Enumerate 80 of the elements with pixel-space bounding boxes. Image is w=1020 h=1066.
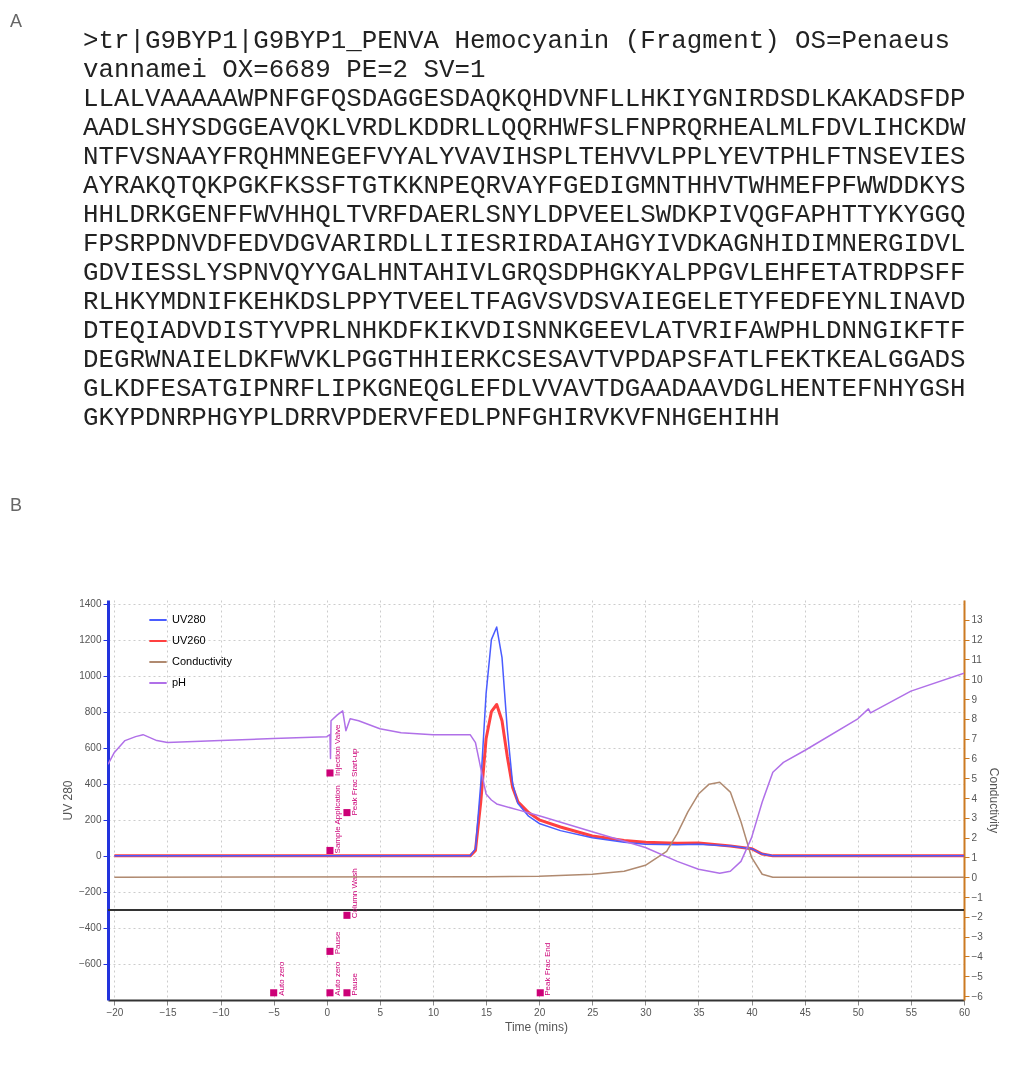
legend-label: pH — [172, 676, 187, 688]
x-tick-label: −15 — [159, 1006, 177, 1018]
x-tick-label: 55 — [905, 1006, 918, 1018]
text: FPSRPDNVDFEDVDGVARIRDLLIIESRIRDAIAHGYIVDKAGNHIDIMNERGIDVL — [83, 230, 966, 259]
text: LLALVAAAAAWPNFGFQSDAGGESDAQKQHDVNFLLHKIYGNIRDSDLKAKADSFDP — [83, 85, 966, 114]
x-tick-label: 30 — [640, 1006, 652, 1018]
annotation: Auto zero — [276, 961, 286, 996]
text: GLKDFESATGIPNRFLIPKGNEQGLEFDLVVAVTDGAADAAVDGLHENTEFNHYGSH — [83, 375, 966, 404]
y2-tick-label: 4 — [971, 792, 978, 804]
x-tick-label: −20 — [106, 1006, 124, 1018]
legend-label: UV260 — [172, 634, 206, 646]
text: B — [10, 495, 23, 515]
text: DTEQIADVDISTYVPRLNHKDFKIKVDISNNKGEEVLATVRIFAWPHLDNNGIKFTF — [83, 317, 966, 346]
text: >tr|G9BYP1|G9BYP1_PENVA Hemocyanin (Fragment) OS=Penaeus — [83, 27, 950, 56]
text: RLHKYMDNIFKEHKDSLPPYTVEELTFAGVSVDSVAIEGELETYFEDFEYNLINAVD — [83, 288, 966, 317]
y-tick-label: 200 — [84, 814, 102, 826]
x-tick-label: 60 — [958, 1006, 971, 1018]
text: A — [10, 11, 23, 31]
y2-tick-label: −6 — [971, 990, 984, 1002]
y-tick-label: 1200 — [79, 634, 102, 646]
y-tick-label: −600 — [78, 958, 102, 970]
y2-tick-label: 1 — [971, 851, 978, 863]
text: NTFVSNAAYFRQHMNEGEFVYALYVAVIHSPLTEHVVLPPLYEVTPHLFTNSEVIES — [83, 143, 966, 172]
x-tick-label: 50 — [852, 1006, 865, 1018]
y2-tick-label: 2 — [971, 832, 978, 844]
y-tick-label: 0 — [95, 850, 102, 862]
y-tick-label: 400 — [84, 778, 102, 790]
text: GKYPDNRPHGYPLDRRVPDERVFEDLPNFGHIRVKVFNHGEHIHH — [83, 404, 780, 433]
y2-tick-label: 7 — [971, 733, 978, 745]
y-tick-label: 600 — [84, 742, 102, 754]
y2-axis-title: Conductivity — [986, 767, 1001, 834]
x-tick-label: 25 — [587, 1006, 599, 1018]
y-axis-title: UV 280 — [60, 780, 75, 821]
y2-tick-label: 3 — [971, 812, 978, 824]
text: AYRAKQTQKPGKFKSSFTGTKKNPEQRVAYFGEDIGMNTHHVTWHMEFPFWWDDKYS — [83, 172, 966, 201]
x-tick-label: −10 — [212, 1006, 230, 1018]
text: AADLSHYSDGGEAVQKLVRDLKDDRLLQQRHWFSLFNPRQRHEALMLFDVLIHCKDW — [83, 114, 966, 143]
y-tick-label: 800 — [84, 706, 102, 718]
y2-tick-label: −2 — [971, 911, 984, 923]
x-tick-label: 0 — [324, 1006, 331, 1018]
text: DEGRWNAIELDKFWVKLPGGTHHIERKCSESAVTVPDAPSFATLFEKTKEALGGADS — [83, 346, 966, 375]
x-axis-title: Time (mins) — [505, 1019, 568, 1034]
text: HHLDRKGENFFWVHHQLTVRFDAERLSNYLDPVEELSWDKPIVQGFAPHTTYKYGGQ — [83, 201, 966, 230]
x-tick-label: 5 — [377, 1006, 384, 1018]
annotation: Injection Valve — [332, 723, 342, 776]
y2-tick-label: 5 — [971, 772, 978, 784]
annotation: Peak Frac End — [543, 942, 553, 996]
annotation: Auto zero — [332, 961, 342, 996]
text: vannamei OX=6689 PE=2 SV=1 — [83, 56, 486, 85]
y-tick-label: 1000 — [79, 670, 102, 682]
y2-tick-label: −5 — [971, 970, 984, 982]
y2-tick-label: 13 — [971, 614, 984, 626]
y2-tick-label: 9 — [971, 693, 978, 705]
y2-tick-label: 0 — [971, 871, 978, 883]
legend-label: Conductivity — [172, 655, 233, 667]
y-tick-label: −200 — [78, 886, 102, 898]
annotation: Column Wash — [349, 868, 359, 919]
y2-tick-label: −3 — [971, 931, 984, 943]
x-tick-label: 40 — [746, 1006, 759, 1018]
y2-tick-label: 11 — [971, 653, 983, 665]
annotation: Pause — [349, 972, 359, 996]
x-tick-label: 20 — [534, 1006, 546, 1018]
annotation: Peak Frac Start-up — [349, 747, 359, 816]
y-tick-label: −400 — [78, 922, 102, 934]
y2-tick-label: 6 — [971, 752, 978, 764]
y2-tick-label: 10 — [971, 673, 984, 685]
x-tick-label: 10 — [427, 1006, 440, 1018]
x-tick-label: −5 — [268, 1006, 281, 1018]
text: GDVIESSLYSPNVQYYGALHNTAHIVLGRQSDPHGKYALPPGVLEHFETATRDPSFF — [83, 259, 966, 288]
y2-tick-label: −1 — [971, 891, 984, 903]
y2-tick-label: −4 — [971, 950, 984, 962]
y2-tick-label: 12 — [971, 634, 984, 646]
legend-label: UV280 — [172, 613, 206, 625]
y-tick-label: 1400 — [79, 598, 102, 610]
y2-tick-label: 8 — [971, 713, 978, 725]
annotation: Pause — [332, 931, 342, 955]
x-tick-label: 35 — [693, 1006, 705, 1018]
x-tick-label: 15 — [481, 1006, 493, 1018]
annotation: Sample Application — [332, 785, 342, 854]
x-tick-label: 45 — [799, 1006, 812, 1018]
